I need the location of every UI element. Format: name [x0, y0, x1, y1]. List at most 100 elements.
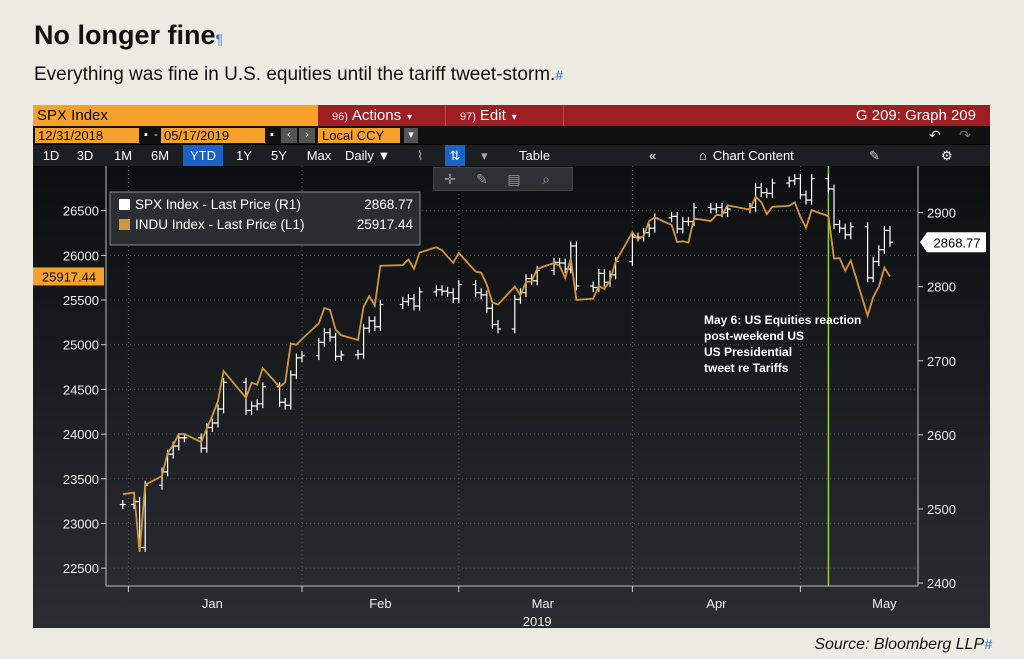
left-tick-label: 25500: [63, 293, 99, 308]
range-6m[interactable]: 6M: [150, 148, 170, 163]
start-date-field[interactable]: 12/31/2018: [35, 128, 139, 143]
spx-bar: [808, 174, 815, 205]
date-bar: 12/31/2018 ▪ - 05/17/2019 ▪ ‹ › Local CC…: [33, 126, 990, 144]
next-arrow-icon[interactable]: ›: [299, 128, 315, 143]
bar-chart-icon[interactable]: ⇅: [445, 145, 465, 166]
left-tick-label: 25000: [63, 338, 99, 353]
caret-down-icon: ▾: [407, 112, 413, 123]
annotation-line: post-weekend US: [704, 329, 804, 343]
edit-menu[interactable]: 97) Edit ▾: [446, 105, 564, 126]
prev-arrow-icon[interactable]: ‹: [281, 128, 297, 143]
range-max[interactable]: Max: [306, 148, 332, 163]
spx-bar: [629, 232, 636, 266]
spx-bar: [864, 222, 871, 283]
spx-bar: [355, 349, 361, 360]
spx-bar: [321, 328, 328, 347]
left-tick-label: 23000: [63, 516, 99, 531]
x-tick-label: Apr: [706, 596, 727, 611]
left-tick-label: 24500: [63, 382, 99, 397]
edit-chart-icon[interactable]: ✎: [869, 148, 880, 163]
legend-label: SPX Index - Last Price (R1): [135, 197, 301, 212]
collapse-icon[interactable]: «: [649, 148, 657, 163]
spx-bar: [825, 174, 832, 194]
spx-bar: [797, 174, 804, 200]
spx-bar: [282, 397, 289, 410]
table-button[interactable]: Table: [519, 148, 551, 163]
search-icon[interactable]: ⌕: [542, 171, 550, 187]
spx-bar: [293, 353, 300, 380]
actions-menu[interactable]: 96) Actions ▾: [318, 105, 446, 126]
price-chart: 22500 23000 23500 24000 24500 25000 25500 26000…: [33, 166, 990, 628]
spx-bar: [573, 241, 580, 291]
range-5y[interactable]: 5Y: [271, 148, 287, 163]
spx-bar: [209, 418, 216, 432]
legend-label: INDU Index - Last Price (L1): [135, 217, 305, 232]
bloomberg-terminal-panel: SPX Index 96) Actions ▾ 97) Edit ▾ G 209: Gr…: [33, 105, 990, 628]
range-dash: -: [154, 129, 158, 141]
spx-bar: [478, 288, 485, 300]
spx-bar: [590, 281, 597, 292]
redo-icon[interactable]: ↷: [959, 127, 971, 143]
spx-bar: [489, 303, 496, 329]
x-tick-label: May: [872, 596, 897, 611]
legend-box: [109, 191, 421, 246]
spx-bar: [679, 217, 686, 234]
chevron-down-icon[interactable]: ▾: [481, 148, 488, 163]
gear-icon[interactable]: ⚙: [941, 148, 953, 163]
spx-bar: [416, 287, 423, 311]
spx-bar: [411, 294, 417, 311]
spx-bar: [327, 328, 333, 342]
left-tick-label: 24000: [63, 427, 99, 442]
calendar-icon[interactable]: ▪: [144, 129, 148, 141]
crosshair-icon[interactable]: ✛: [444, 171, 456, 187]
end-date-field[interactable]: 05/17/2019: [161, 128, 265, 143]
spx-bar: [870, 257, 877, 283]
spx-bar: [803, 190, 809, 205]
currency-select[interactable]: Local CCY: [318, 128, 400, 143]
spx-bar: [299, 351, 305, 363]
frequency-select[interactable]: Daily ▼: [345, 148, 391, 163]
spx-bar: [763, 188, 770, 198]
notes-icon[interactable]: ▤: [507, 171, 521, 187]
headline: No longer fine¶: [34, 20, 224, 50]
pen-icon[interactable]: ✎: [476, 171, 488, 187]
title-bar: SPX Index 96) Actions ▾ 97) Edit ▾ G 209: Gr…: [33, 105, 990, 126]
legend-swatch: [119, 219, 130, 230]
legend: SPX Index - Last Price (R1) 2868.77 INDU I…: [109, 191, 421, 246]
spx-bar: [215, 404, 221, 428]
spx-bar: [668, 211, 675, 223]
legend-value: 25917.44: [357, 217, 414, 232]
spx-bar: [439, 285, 445, 296]
indu-series-line: [122, 195, 891, 552]
range-3d[interactable]: 3D: [76, 148, 94, 163]
x-tick-label: Mar: [532, 596, 555, 611]
spx-bar: [220, 377, 227, 414]
spx-bar: [399, 297, 406, 309]
range-1m[interactable]: 1M: [113, 148, 133, 163]
range-ytd[interactable]: YTD: [183, 145, 223, 166]
undo-icon[interactable]: ↶: [929, 127, 941, 143]
spx-bar: [713, 203, 720, 214]
right-last-value-label: 2868.77: [934, 235, 981, 250]
right-last-value-tag: [920, 232, 986, 253]
calendar-icon[interactable]: ▪: [270, 129, 274, 141]
range-bar: 1D 3D 1M 6M YTD 1Y 5Y Max Daily ▼ ⌇ ⇅ ▾ …: [33, 145, 990, 166]
spx-bar: [259, 382, 266, 409]
spx-bar: [483, 290, 490, 313]
security-field[interactable]: SPX Index: [33, 105, 318, 126]
spx-bar: [523, 274, 529, 298]
source-note: Source: Bloomberg LLP#: [814, 636, 992, 653]
right-tick-label: 2500: [927, 502, 956, 517]
chevron-down-icon[interactable]: ▾: [404, 128, 418, 143]
spx-bar: [791, 174, 798, 186]
spx-bar: [842, 223, 849, 240]
annotation-line: tweet re Tariffs: [704, 361, 789, 375]
range-1y[interactable]: 1Y: [236, 148, 252, 163]
spx-bar: [360, 323, 367, 359]
x-tick-label: Feb: [369, 596, 391, 611]
spx-bar: [248, 401, 255, 415]
chart-content-button[interactable]: ⌂ Chart Content: [699, 148, 794, 163]
spx-bar: [287, 370, 294, 410]
line-chart-icon[interactable]: ⌇: [417, 148, 424, 163]
range-1d[interactable]: 1D: [42, 148, 60, 163]
